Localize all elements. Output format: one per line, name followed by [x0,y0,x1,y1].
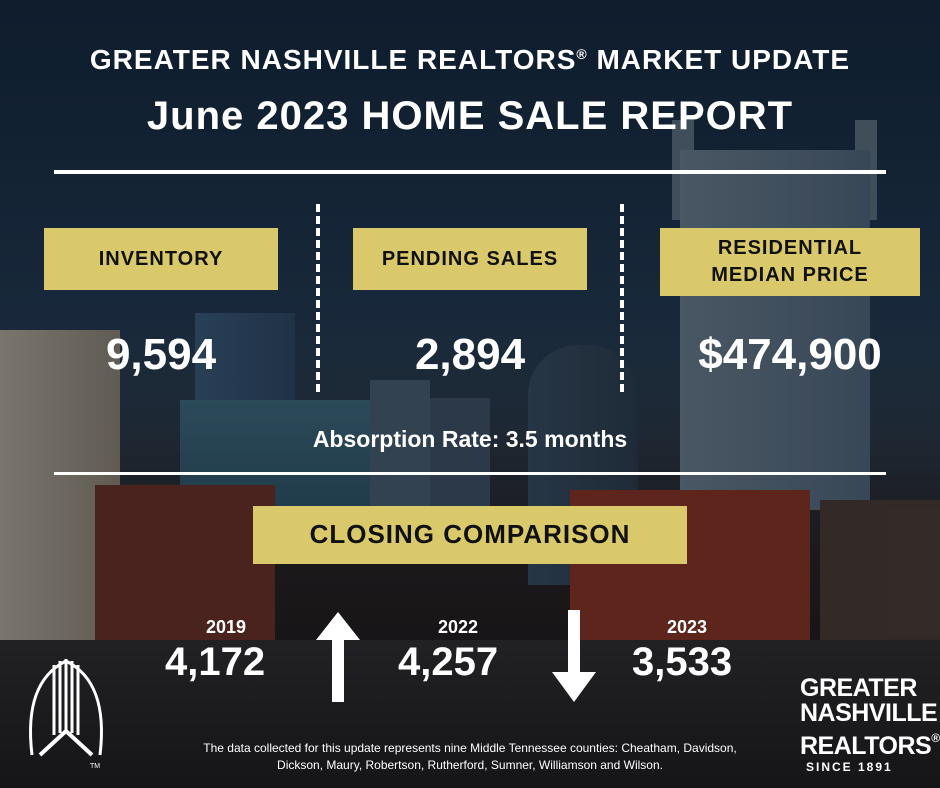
median-price-value: $474,900 [698,330,882,379]
brand-reg-mark: ® [931,731,940,745]
closing-count-2022: 4,257 [398,640,499,684]
brand-logo: GREATER NASHVILLE REALTORS® [800,674,940,760]
tower-logo-icon [29,659,103,757]
trademark-mark: TM [90,763,101,770]
divider-dashed-left [316,204,320,392]
divider-dashed-right [620,204,624,392]
median-price-label-line1: RESIDENTIAL [717,237,863,259]
closing-comparison-title: CLOSING COMPARISON [253,506,687,564]
divider-mid [54,472,886,475]
building [370,380,430,520]
median-price-label-line2: MEDIAN PRICE [711,264,869,286]
footnote-line2: Dickson, Maury, Robertson, Rutherford, S… [277,758,663,773]
closing-year-2019: 2019 [206,617,247,637]
header-line1: GREATER NASHVILLE REALTORS® MARKET UPDAT… [89,44,851,75]
arrow-down-icon [552,610,596,702]
divider-top [54,170,886,174]
absorption-rate: Absorption Rate: 3.5 months [312,426,628,452]
pending-sales-label: PENDING SALES [353,228,587,290]
closing-count-2023: 3,533 [632,640,733,684]
median-price-label: RESIDENTIAL MEDIAN PRICE [660,228,920,296]
closing-year-2022: 2022 [438,617,479,637]
brand-line3: REALTORS [800,732,932,760]
page-title: June 2023 HOME SALE REPORT [146,94,794,138]
building [95,485,275,645]
brand-line2: NASHVILLE [800,699,938,727]
inventory-label: INVENTORY [44,228,278,290]
arrow-up-icon [316,612,360,702]
closing-count-2019: 4,172 [165,640,266,684]
footnote: The data collected for this update repre… [160,740,780,775]
brand-since: SINCE 1891 [806,760,893,774]
footnote-line1: The data collected for this update repre… [203,741,737,755]
closing-year-2023: 2023 [667,617,708,637]
building [820,500,940,640]
street [0,640,940,788]
building-tower [680,150,870,510]
pending-sales-value: 2,894 [414,330,526,379]
building [430,398,490,518]
brand-line1: GREATER [800,674,917,702]
inventory-value: 9,594 [105,330,217,379]
